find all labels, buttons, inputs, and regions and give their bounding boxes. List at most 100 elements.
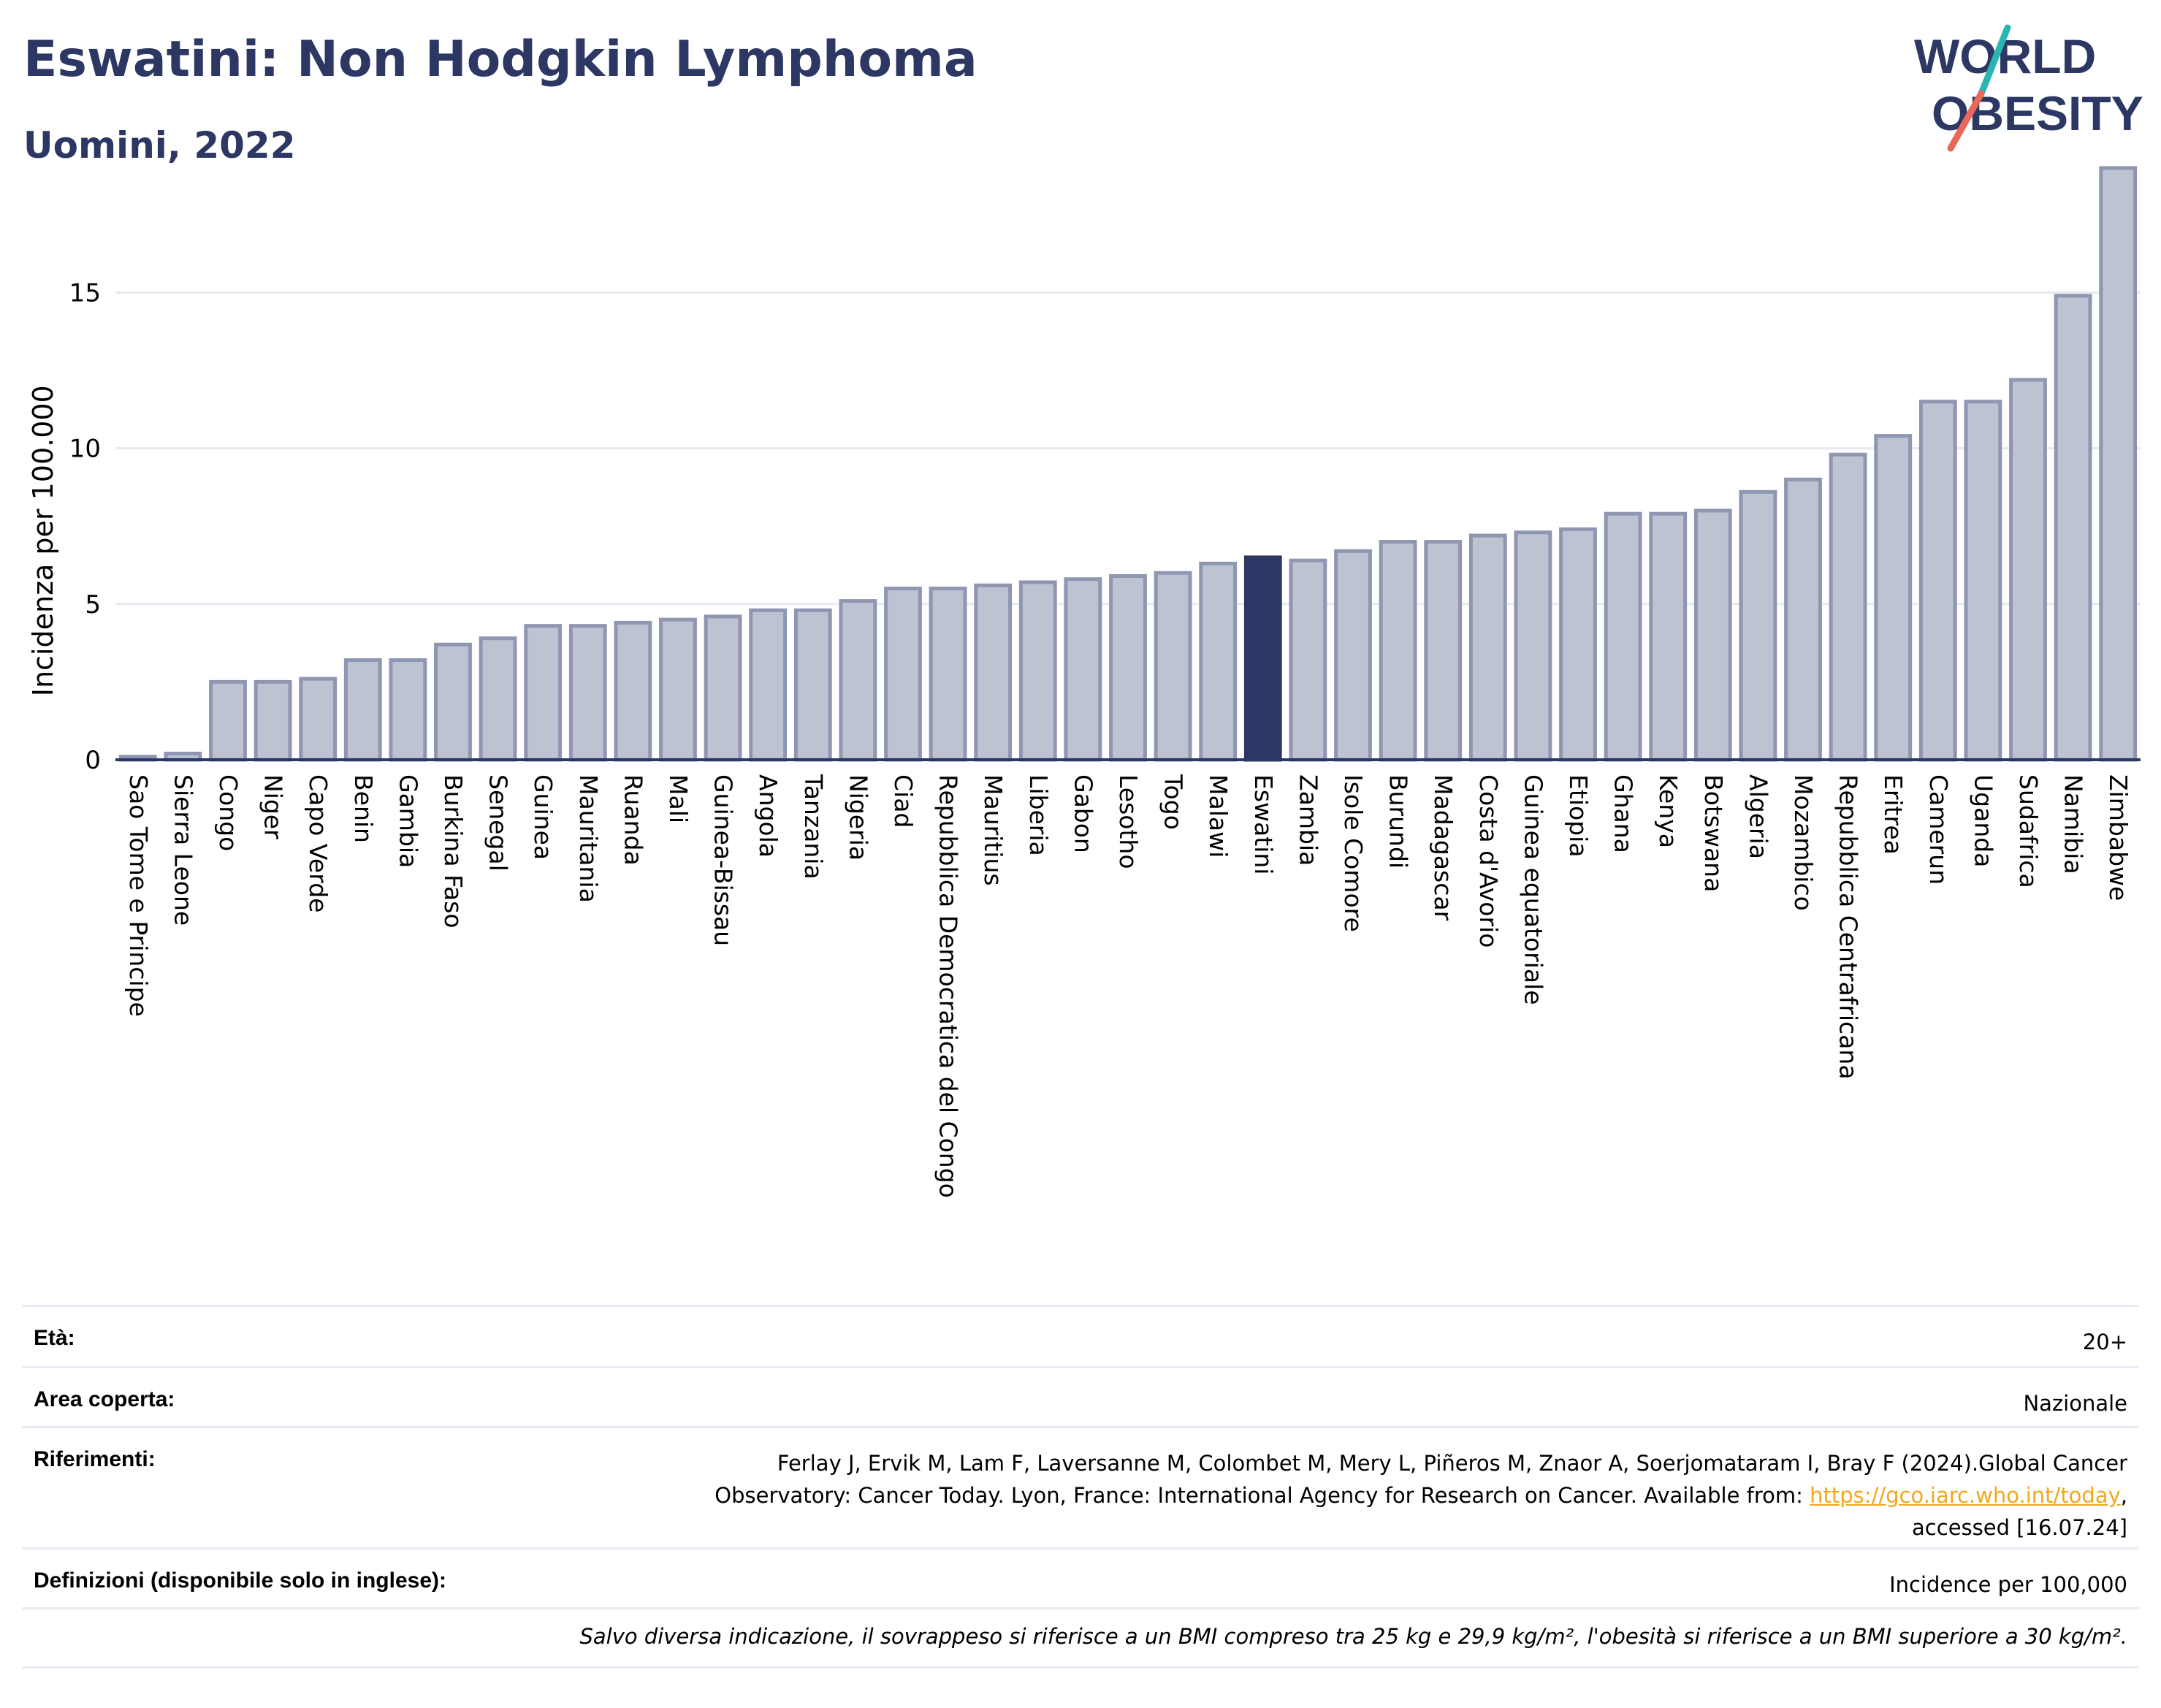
bar-mauritius (974, 583, 1013, 762)
bar-gambia (389, 658, 427, 762)
bar-angola (749, 608, 788, 762)
bar-guinea-bissau (704, 614, 742, 762)
bar-liberia (1018, 580, 1057, 762)
bar-kenya (1649, 511, 1688, 762)
bar-ruanda (614, 620, 652, 762)
bar-botswana (1693, 508, 1732, 762)
bar-zimbabwe (2099, 166, 2138, 762)
y-tick-label-5: 5 (85, 590, 101, 619)
x-tick-label-eswatini: Eswatini (1249, 774, 1278, 874)
x-tick-label-gabon: Gabon (1069, 774, 1097, 853)
x-tick-label-sao-tome-e-principe: Sao Tome e Principe (124, 774, 153, 1017)
x-tick-label-guinea-bissau: Guinea-Bissau (709, 774, 738, 946)
bar-burkina-faso (434, 642, 472, 762)
y-axis-title: Incidenza per 100.000 (27, 385, 59, 696)
info-table: Età: 20+ Area coperta: Nazionale Riferim… (22, 1305, 2139, 1669)
x-tick-label-mozambico: Mozambico (1789, 774, 1818, 911)
bar-malawi (1199, 561, 1238, 762)
bar-togo (1154, 571, 1192, 762)
x-tick-label-algeria: Algeria (1744, 774, 1772, 859)
bar-capo-verde (299, 676, 338, 762)
bar-madagascar (1424, 540, 1463, 762)
references-line-2-end: , (2120, 1483, 2127, 1508)
x-tick-label-isole-comore: Isole Comore (1339, 774, 1368, 932)
x-tick-label-mauritius: Mauritius (979, 774, 1007, 886)
age-value: 20+ (2082, 1330, 2127, 1354)
x-tick-label-eritrea: Eritrea (1879, 774, 1907, 855)
area-value: Nazionale (2023, 1391, 2127, 1416)
x-tick-label-senegal: Senegal (484, 774, 513, 872)
bar-etiopia (1559, 527, 1597, 762)
x-tick-label-ghana: Ghana (1609, 774, 1638, 853)
bar-lesotho (1109, 573, 1147, 762)
x-tick-label-angola: Angola (754, 774, 782, 858)
definitions-value: Incidence per 100,000 (1889, 1572, 2127, 1597)
x-tick-label-camerun: Camerun (1924, 774, 1953, 885)
info-row-area: Area coperta: Nazionale (22, 1366, 2139, 1426)
y-tick-label-10: 10 (69, 435, 101, 464)
x-tick-label-lesotho: Lesotho (1114, 774, 1143, 869)
x-tick-label-madagascar: Madagascar (1429, 774, 1457, 921)
bar-repubblica-centrafricana (1829, 452, 1867, 762)
x-tick-label-nigeria: Nigeria (844, 774, 872, 861)
bar-repubblica-democratica-del-congo (929, 587, 967, 762)
bar-mozambico (1784, 477, 1822, 762)
references-label: Riferimenti: (34, 1447, 156, 1471)
x-tick-label-sudafrica: Sudafrica (2014, 774, 2043, 888)
bar-camerun (1918, 400, 1957, 762)
x-tick-label-zimbabwe: Zimbabwe (2104, 774, 2133, 901)
bar-eritrea (1874, 434, 1913, 762)
bar-tanzania (793, 608, 832, 762)
info-row-definitions: Definizioni (disponibile solo in inglese… (22, 1547, 2139, 1607)
bar-chart: 0 5 10 15 Incidenza per 100.000 Sao Tome e Pr… (27, 166, 2141, 1198)
references-link[interactable]: https://gco.iarc.who.int/today (1810, 1483, 2121, 1508)
bar-nigeria (839, 599, 877, 762)
footnote: Salvo diversa indicazione, il sovrappeso… (22, 1607, 2139, 1669)
bar-gabon (1064, 577, 1102, 762)
page-subtitle: Uomini, 2022 (23, 124, 296, 167)
logo-slash-teal (1978, 24, 2011, 97)
references-value: Ferlay J, Ervik M, Lam F, Laversanne M, … (714, 1447, 2127, 1544)
bar-congo (209, 679, 247, 762)
x-tick-label-botswana: Botswana (1699, 774, 1728, 892)
x-tick-label-togo: Togo (1159, 774, 1188, 830)
bar-ghana (1604, 511, 1642, 762)
x-tick-label-repubblica-democratica-del-congo: Repubblica Democratica del Congo (934, 774, 963, 1198)
page-title: Eswatini: Non Hodgkin Lymphoma (23, 31, 977, 88)
references-line-1: Ferlay J, Ervik M, Lam F, Laversanne M, … (777, 1451, 2127, 1476)
x-tick-label-kenya: Kenya (1654, 774, 1682, 848)
x-tick-label-costa-d-avorio: Costa d'Avorio (1474, 774, 1503, 948)
x-tick-label-mauritania: Mauritania (574, 774, 603, 903)
bar-uganda (1964, 400, 2002, 762)
bar-ciad (884, 587, 922, 762)
logo-slash-red (1947, 90, 1985, 152)
x-tick-label-mali: Mali (664, 774, 693, 823)
x-tick-label-congo: Congo (214, 774, 243, 851)
x-tick-label-guinea-equatoriale: Guinea equatoriale (1519, 774, 1547, 1005)
x-tick-label-burundi: Burundi (1384, 774, 1413, 869)
y-tick-label-0: 0 (85, 746, 101, 775)
x-tick-label-uganda: Uganda (1969, 774, 1997, 867)
x-tick-label-guinea: Guinea (529, 774, 557, 860)
x-tick-label-burkina-faso: Burkina Faso (439, 774, 468, 929)
x-tick-label-sierra-leone: Sierra Leone (169, 774, 197, 926)
x-tick-label-tanzania: Tanzania (799, 774, 828, 880)
x-tick-label-gambia: Gambia (394, 774, 422, 868)
x-tick-label-etiopia: Etiopia (1564, 774, 1593, 858)
bar-burundi (1379, 540, 1417, 762)
x-tick-label-benin: Benin (349, 774, 378, 843)
bar-namibia (2054, 294, 2092, 762)
x-tick-label-ruanda: Ruanda (619, 774, 647, 866)
bar-costa-d-avorio (1468, 533, 1507, 762)
x-tick-label-ciad: Ciad (889, 774, 918, 828)
x-tick-label-repubblica-centrafricana: Repubblica Centrafricana (1834, 774, 1863, 1080)
x-tick-label-niger: Niger (259, 774, 288, 839)
bar-sudafrica (2009, 378, 2047, 762)
bar-senegal (479, 636, 517, 762)
bar-guinea-equatoriale (1514, 530, 1552, 762)
x-tick-label-namibia: Namibia (2059, 774, 2088, 874)
bar-guinea (524, 624, 563, 762)
x-tick-label-liberia: Liberia (1024, 774, 1053, 856)
references-line-2: Observatory: Cancer Today. Lyon, France:… (714, 1483, 1810, 1508)
x-tick-label-malawi: Malawi (1204, 774, 1232, 858)
